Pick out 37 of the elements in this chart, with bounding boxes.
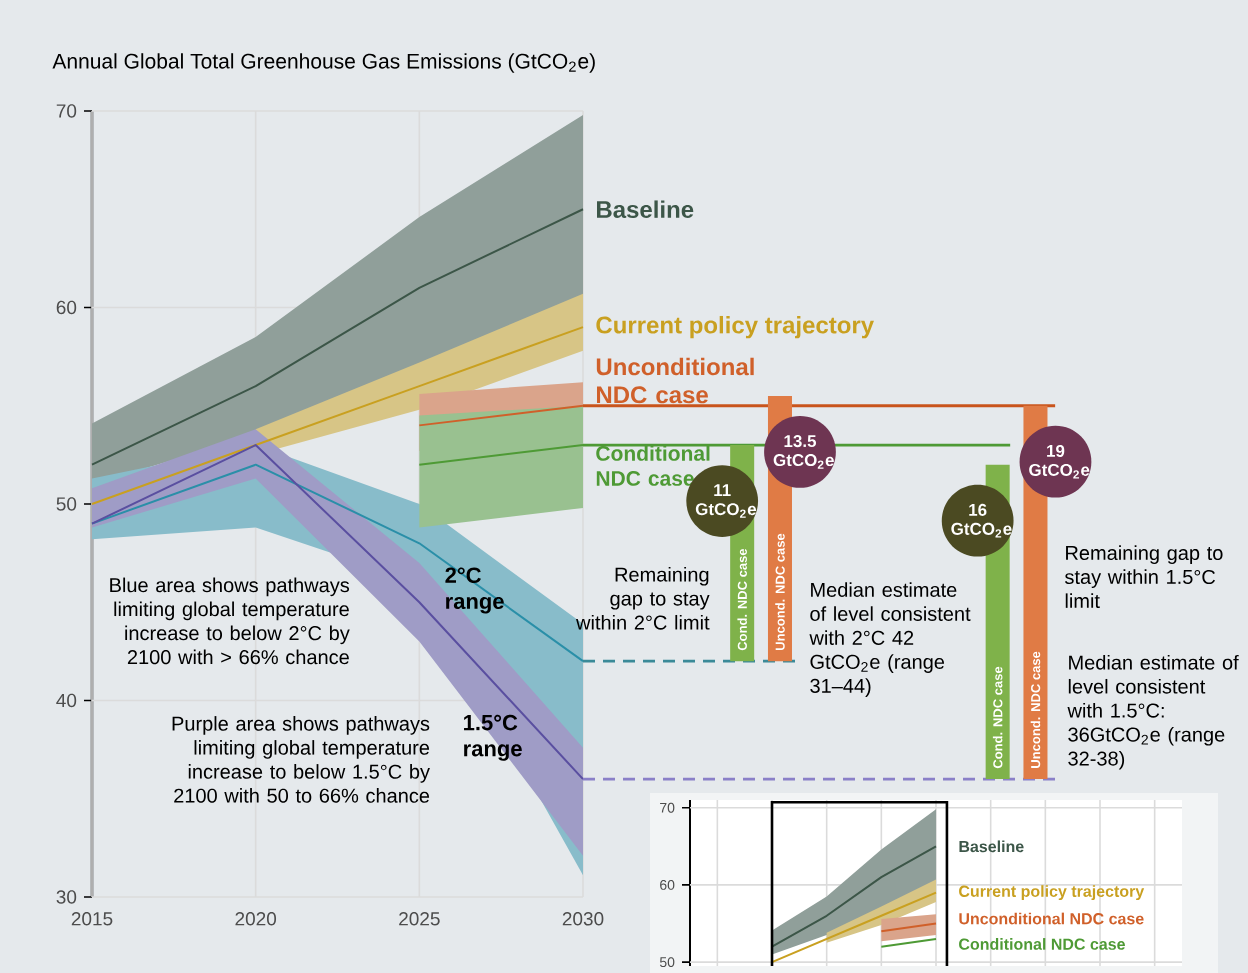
series-label: Baseline: [959, 840, 1024, 853]
y-tick-label: 60: [56, 300, 77, 315]
series-label: Current policy trajectory: [596, 315, 874, 339]
series-label: Baseline: [597, 200, 694, 219]
series-label: 1.5°C range: [464, 714, 522, 761]
y-tick-label: 70: [56, 104, 77, 118]
series-label: Unconditional NDC case: [596, 357, 754, 404]
x-tick-label: 2030: [562, 912, 604, 926]
y-tick-label: 50: [56, 497, 77, 511]
y-tick-label: 70: [660, 802, 675, 813]
series-label: Cond. NDC case: [737, 548, 747, 651]
annotation: Blue area shows pathways limiting global temperature increase to below 2°C by 2100 with > 66% chance: [110, 577, 350, 665]
data-label: 13.5 GtCO$_{2}$e: [773, 435, 834, 469]
y-tick-label: 60: [660, 879, 675, 890]
series-label: Uncond. NDC case: [775, 533, 785, 650]
y-axis-title: Annual Global Total Greenhouse Gas Emissions (GtCO$_{2}$e): [52, 53, 595, 73]
x-tick-label: 2025: [399, 912, 440, 926]
series-label: Unconditional NDC case: [959, 912, 1144, 925]
text: Uncond. NDC case: [1030, 651, 1041, 768]
annotation: Purple area shows pathways limiting global temperature increase to below 1.5°C by 2100 with 50 to 66% chance: [172, 716, 430, 803]
y-tick-label: 50: [659, 957, 675, 968]
data-label: 11 GtCO$_{2}$e: [695, 484, 757, 518]
text: Median estimate of level consistent with 1.5°C: 36GtCO$_{2}$e (range 32-38): [1067, 654, 1239, 770]
annotation: Median estimate of level consistent with 2°C 42 GtCO$_{2}$e (range 31–44): [809, 582, 971, 697]
annotation: Remaining gap to stay within 2°C limit: [576, 566, 710, 630]
data-label: 19 GtCO$_{2}$e: [1029, 444, 1090, 479]
x-tick-label: 2020: [235, 912, 277, 926]
series-label: Conditional NDC case: [596, 445, 710, 486]
data-label: 16 GtCO$_{2}$e: [951, 503, 1012, 538]
y-tick-label: 30: [56, 890, 77, 904]
series-label: Current policy trajectory: [959, 885, 1145, 901]
y-tick-label: 40: [56, 693, 77, 708]
x-tick-label: 2015: [71, 912, 113, 926]
series-label: Conditional NDC case: [959, 938, 1125, 950]
text: Remaining gap to stay within 1.5°C limit: [1065, 545, 1223, 609]
text: Cond. NDC case: [992, 666, 1003, 769]
series-label: 2°C range: [445, 567, 504, 614]
